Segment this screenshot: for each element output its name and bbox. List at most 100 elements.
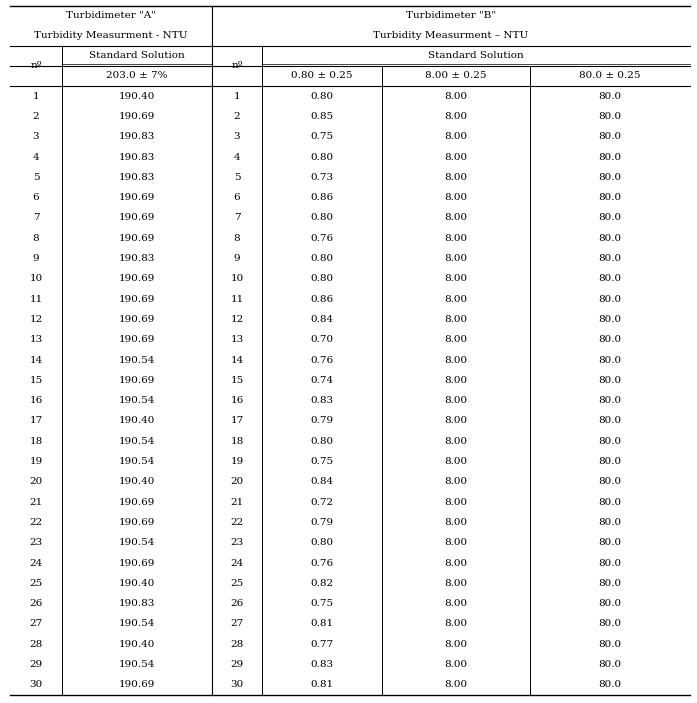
Text: 190.69: 190.69 <box>118 193 155 202</box>
Text: 0.85: 0.85 <box>310 112 334 121</box>
Text: Standard Solution: Standard Solution <box>428 51 524 60</box>
Text: 190.69: 190.69 <box>118 112 155 121</box>
Text: 8.00: 8.00 <box>445 376 468 385</box>
Text: 0.80 ± 0.25: 0.80 ± 0.25 <box>291 72 353 81</box>
Text: 8.00: 8.00 <box>445 396 468 405</box>
Text: 190.54: 190.54 <box>118 660 155 669</box>
Text: 12: 12 <box>29 315 43 324</box>
Text: 4: 4 <box>233 153 240 162</box>
Text: 190.54: 190.54 <box>118 437 155 446</box>
Text: 9: 9 <box>233 254 240 263</box>
Text: 80.0: 80.0 <box>599 579 622 588</box>
Text: 8: 8 <box>233 234 240 243</box>
Text: 27: 27 <box>231 619 244 628</box>
Text: 14: 14 <box>231 356 244 365</box>
Text: 18: 18 <box>29 437 43 446</box>
Text: Turbidity Measurment – NTU: Turbidity Measurment – NTU <box>374 32 528 41</box>
Text: 80.0: 80.0 <box>599 660 622 669</box>
Text: 0.76: 0.76 <box>310 234 334 243</box>
Text: 80.0: 80.0 <box>599 356 622 365</box>
Text: 80.0: 80.0 <box>599 437 622 446</box>
Text: 8.00: 8.00 <box>445 416 468 425</box>
Text: 0.75: 0.75 <box>310 132 334 141</box>
Text: 16: 16 <box>29 396 43 405</box>
Text: 30: 30 <box>231 681 244 690</box>
Text: 0.75: 0.75 <box>310 599 334 608</box>
Text: 80.0: 80.0 <box>599 477 622 486</box>
Text: 0.84: 0.84 <box>310 477 334 486</box>
Text: 6: 6 <box>33 193 39 202</box>
Text: 190.69: 190.69 <box>118 214 155 222</box>
Text: 190.83: 190.83 <box>118 254 155 263</box>
Text: nº: nº <box>30 61 42 70</box>
Text: 190.54: 190.54 <box>118 457 155 466</box>
Text: 80.0 ± 0.25: 80.0 ± 0.25 <box>579 72 641 81</box>
Text: 23: 23 <box>29 538 43 547</box>
Text: 24: 24 <box>29 559 43 567</box>
Text: 80.0: 80.0 <box>599 498 622 507</box>
Text: 8: 8 <box>33 234 39 243</box>
Text: 0.84: 0.84 <box>310 315 334 324</box>
Text: 20: 20 <box>29 477 43 486</box>
Text: 190.40: 190.40 <box>118 91 155 101</box>
Text: 26: 26 <box>231 599 244 608</box>
Text: 80.0: 80.0 <box>599 274 622 283</box>
Text: 23: 23 <box>231 538 244 547</box>
Text: 0.77: 0.77 <box>310 640 334 649</box>
Text: 80.0: 80.0 <box>599 538 622 547</box>
Text: 190.40: 190.40 <box>118 640 155 649</box>
Text: 8.00: 8.00 <box>445 681 468 690</box>
Text: 190.83: 190.83 <box>118 599 155 608</box>
Text: 190.69: 190.69 <box>118 559 155 567</box>
Text: 203.0 ± 7%: 203.0 ± 7% <box>106 72 168 81</box>
Text: 80.0: 80.0 <box>599 173 622 182</box>
Text: 8.00: 8.00 <box>445 112 468 121</box>
Text: 29: 29 <box>231 660 244 669</box>
Text: 15: 15 <box>231 376 244 385</box>
Text: 8.00: 8.00 <box>445 437 468 446</box>
Text: 190.40: 190.40 <box>118 416 155 425</box>
Text: 80.0: 80.0 <box>599 376 622 385</box>
Text: 8.00: 8.00 <box>445 579 468 588</box>
Text: 19: 19 <box>231 457 244 466</box>
Text: 8.00: 8.00 <box>445 640 468 649</box>
Text: 190.69: 190.69 <box>118 498 155 507</box>
Text: 190.69: 190.69 <box>118 518 155 527</box>
Text: 12: 12 <box>231 315 244 324</box>
Text: 80.0: 80.0 <box>599 234 622 243</box>
Text: 0.72: 0.72 <box>310 498 334 507</box>
Text: 0.74: 0.74 <box>310 376 334 385</box>
Text: 13: 13 <box>29 335 43 344</box>
Text: 190.83: 190.83 <box>118 132 155 141</box>
Text: 8.00: 8.00 <box>445 193 468 202</box>
Text: 8.00: 8.00 <box>445 214 468 222</box>
Text: 0.80: 0.80 <box>310 538 334 547</box>
Text: 8.00: 8.00 <box>445 457 468 466</box>
Text: 5: 5 <box>233 173 240 182</box>
Text: 80.0: 80.0 <box>599 91 622 101</box>
Text: 8.00: 8.00 <box>445 335 468 344</box>
Text: 80.0: 80.0 <box>599 254 622 263</box>
Text: 11: 11 <box>29 295 43 304</box>
Text: 0.76: 0.76 <box>310 559 334 567</box>
Text: 22: 22 <box>231 518 244 527</box>
Text: 80.0: 80.0 <box>599 559 622 567</box>
Text: 0.86: 0.86 <box>310 295 334 304</box>
Text: 1: 1 <box>233 91 240 101</box>
Text: 80.0: 80.0 <box>599 599 622 608</box>
Text: 8.00: 8.00 <box>445 477 468 486</box>
Text: 28: 28 <box>231 640 244 649</box>
Text: 80.0: 80.0 <box>599 619 622 628</box>
Text: 9: 9 <box>33 254 39 263</box>
Text: 16: 16 <box>231 396 244 405</box>
Text: 190.69: 190.69 <box>118 274 155 283</box>
Text: 80.0: 80.0 <box>599 518 622 527</box>
Text: 7: 7 <box>33 214 39 222</box>
Text: 10: 10 <box>231 274 244 283</box>
Text: 8.00: 8.00 <box>445 559 468 567</box>
Text: 8.00 ± 0.25: 8.00 ± 0.25 <box>425 72 487 81</box>
Text: 190.54: 190.54 <box>118 619 155 628</box>
Text: 190.69: 190.69 <box>118 335 155 344</box>
Text: 190.54: 190.54 <box>118 356 155 365</box>
Text: nº: nº <box>231 61 243 70</box>
